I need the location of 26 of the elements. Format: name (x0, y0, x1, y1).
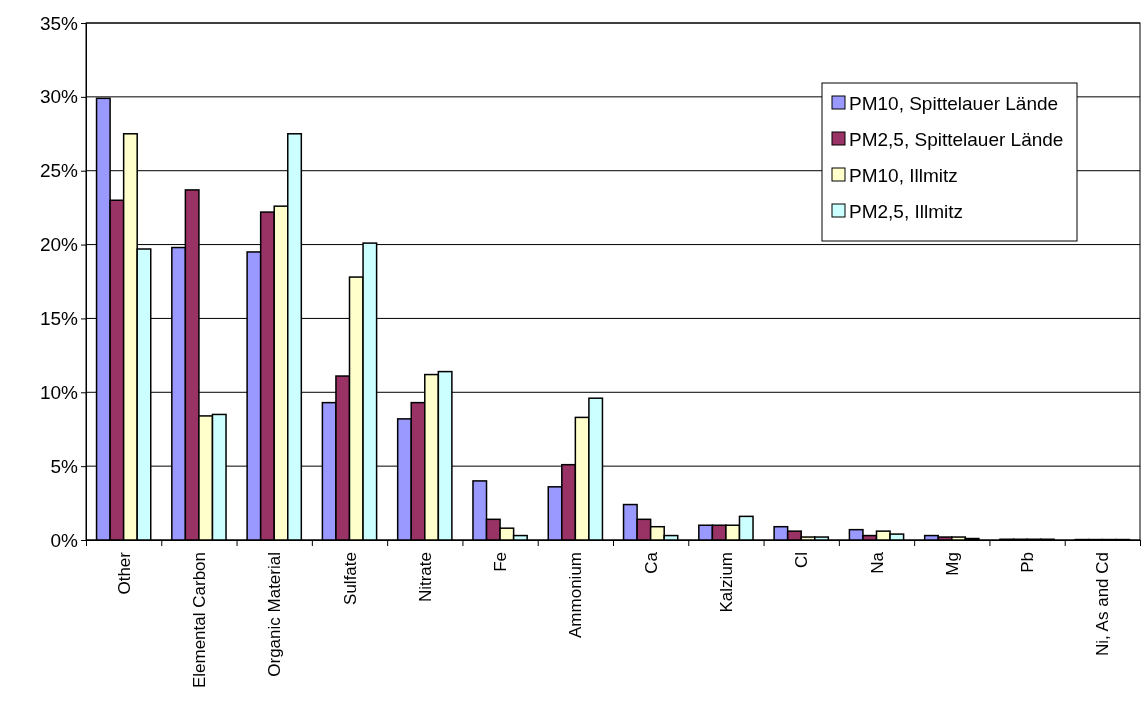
y-tick-label: 10% (39, 381, 79, 403)
x-tick-label: Ni, As and Cd (1093, 552, 1113, 656)
legend-label: PM2,5, Illmitz (849, 201, 964, 222)
x-tick-label: Ammonium (566, 552, 586, 638)
x-tick-label: Mg (942, 552, 962, 576)
x-tick-label: Cl (792, 552, 812, 569)
y-tick-label: 15% (39, 308, 79, 330)
y-tick-label: 0% (50, 529, 79, 551)
x-tick-label: Nitrate (415, 552, 435, 603)
x-tick-label: Kalzium (716, 552, 736, 613)
x-tick-label: Elemental Carbon (189, 552, 209, 689)
x-tick-label: Organic Material (265, 552, 285, 677)
x-tick-label: Other (114, 551, 134, 595)
y-tick-label: 20% (39, 234, 79, 256)
x-tick-label: Ca (641, 551, 661, 574)
y-tick-label: 25% (39, 160, 79, 182)
y-tick-label: 35% (39, 12, 79, 34)
x-tick-label: Pb (1018, 552, 1038, 573)
x-tick-label: Na (867, 551, 887, 574)
legend-label: PM10, Spittelauer Lände (849, 93, 1059, 114)
y-tick-label: 5% (50, 455, 79, 477)
x-tick-label: Sulfate (340, 552, 360, 605)
x-tick-label: Fe (491, 552, 511, 572)
legend-label: PM10, Illmitz (849, 165, 958, 186)
legend-label: PM2,5, Spittelauer Lände (849, 129, 1064, 150)
y-tick-label: 30% (39, 86, 79, 108)
